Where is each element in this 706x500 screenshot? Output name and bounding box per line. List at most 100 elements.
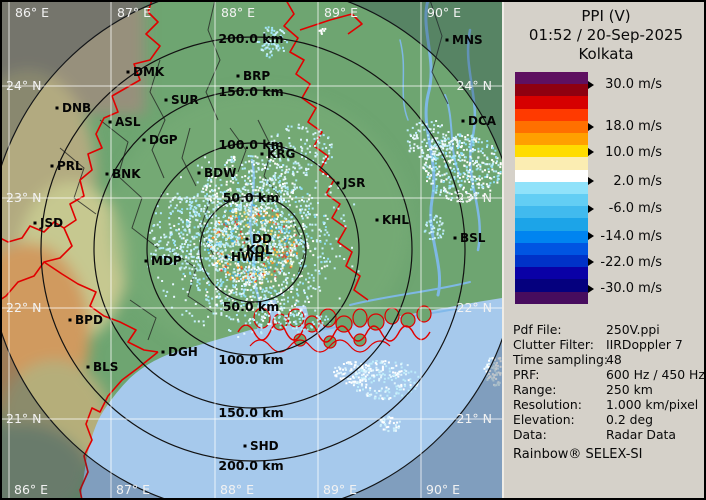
tick-label: 18.0 m/s [605,119,662,135]
city-dot [445,38,449,42]
city-label: BPD [75,313,103,327]
lat-label: 24° N [6,78,41,93]
city-dot [224,255,228,259]
city-dot [86,365,90,369]
city-label: JSD [39,216,63,230]
window-border-left [0,0,2,500]
info-label: Range: [513,382,557,397]
range-ring [199,195,307,303]
city-dot [108,120,112,124]
ring-label: 200.0 km [218,458,283,473]
info-value: 250V.ppi [606,322,660,337]
info-label: Clutter Filter: [513,337,594,352]
city-label: BSL [460,231,486,245]
lon-label: 86° E [15,5,49,20]
city-label: DGH [168,345,198,359]
latlon-grid [0,0,502,500]
info-row: Data: Radar Data [513,427,705,442]
city-label: SHD [250,439,279,453]
city-dot [239,248,243,252]
city-label: DGP [149,133,178,147]
city-label: DCA [468,114,497,128]
city-label: BDW [204,166,236,180]
tick-arrow-icon [588,284,594,293]
radar-map: MNS DMK BRP SUR DNB ASL DCA DGP KRG PRL BNK BDW JSR K… [0,0,502,500]
city-label: DNB [62,101,91,115]
info-row: PRF: 600 Hz / 450 Hz [513,367,705,382]
lon-label: 88° E [221,5,255,20]
colorbar-band [515,279,588,292]
range-rings [0,0,502,500]
city-dot [161,350,165,354]
city-dot [144,259,148,263]
colorbar-band [515,255,588,268]
tick-label: 10.0 m/s [605,144,662,160]
velocity-colorbar [515,72,588,304]
city-label: BRP [243,69,270,83]
city-label: BLS [93,360,118,374]
colorbar-band [515,120,588,134]
colorbar-tick: -14.0 m/s [588,228,662,244]
city-markers: MNS DMK BRP SUR DNB ASL DCA DGP KRG PRL BNK BDW JSR K… [33,33,497,453]
colorbar-tick: 10.0 m/s [588,144,662,160]
city-label: PRL [57,159,83,173]
city-dot [126,70,130,74]
info-value: 48 [606,352,622,367]
city-label: BNK [112,167,141,181]
tick-arrow-icon [588,148,594,157]
info-value: Radar Data [606,427,677,442]
lon-label: 86° E [14,482,48,497]
city-label: JSR [342,176,365,190]
scan-datetime: 01:52 / 20-Sep-2025 [528,26,684,44]
info-row: Time sampling: 48 [513,352,705,367]
lon-label: 87° E [116,482,150,497]
colorbar-band [515,133,588,146]
scan-info-table: Pdf File: 250V.ppi Clutter Filter: IIRDoppl… [513,322,705,442]
city-dot [461,119,465,123]
lat-label: 23° N [6,190,41,205]
colorbar-band [515,108,588,121]
colorbar-band [515,267,588,280]
colorbar-band [515,169,588,182]
city-dot [260,152,264,156]
window-border-right [704,0,706,500]
tick-arrow-icon [588,80,594,89]
ring-label: 200.0 km [218,31,283,46]
city-label: DD [252,232,272,246]
tick-label: 30.0 m/s [605,77,662,93]
city-dot [142,138,146,142]
city-dot [105,172,109,176]
range-ring [93,89,413,409]
range-ring [146,142,360,356]
city-dot [375,218,379,222]
window-border-top [0,0,706,2]
city-dot [55,106,59,110]
colorbar-ticks: 30.0 m/s 18.0 m/s 10.0 m/s 2.0 m/s -6.0 m/s -… [588,72,698,304]
city-label: SUR [171,93,199,107]
lon-label: 90° E [426,482,460,497]
lon-label: 89° E [324,5,358,20]
lat-label: 23° N [457,190,492,205]
colorbar-band [515,194,588,207]
info-value: 0.2 deg [606,412,653,427]
info-value: 1.000 km/pixel [606,397,699,412]
lat-label: 22° N [457,300,492,315]
lat-label: 22° N [6,300,41,315]
city-label: HWH [231,250,264,264]
colorbar-band [515,145,588,158]
tick-label: -14.0 m/s [600,228,662,244]
info-value: IIRDoppler 7 [606,337,683,352]
city-dot [243,444,247,448]
colorbar-band [515,230,588,243]
colorbar-band [515,181,588,195]
tick-arrow-icon [588,204,594,213]
radar-echoes [147,26,502,433]
tick-arrow-icon [588,232,594,241]
info-label: Resolution: [513,397,582,412]
city-dot [453,236,457,240]
lon-label: 90° E [427,5,461,20]
city-dot [68,318,72,322]
city-dot [33,221,37,225]
tick-label: 2.0 m/s [613,173,662,189]
city-label: MDP [151,254,182,268]
